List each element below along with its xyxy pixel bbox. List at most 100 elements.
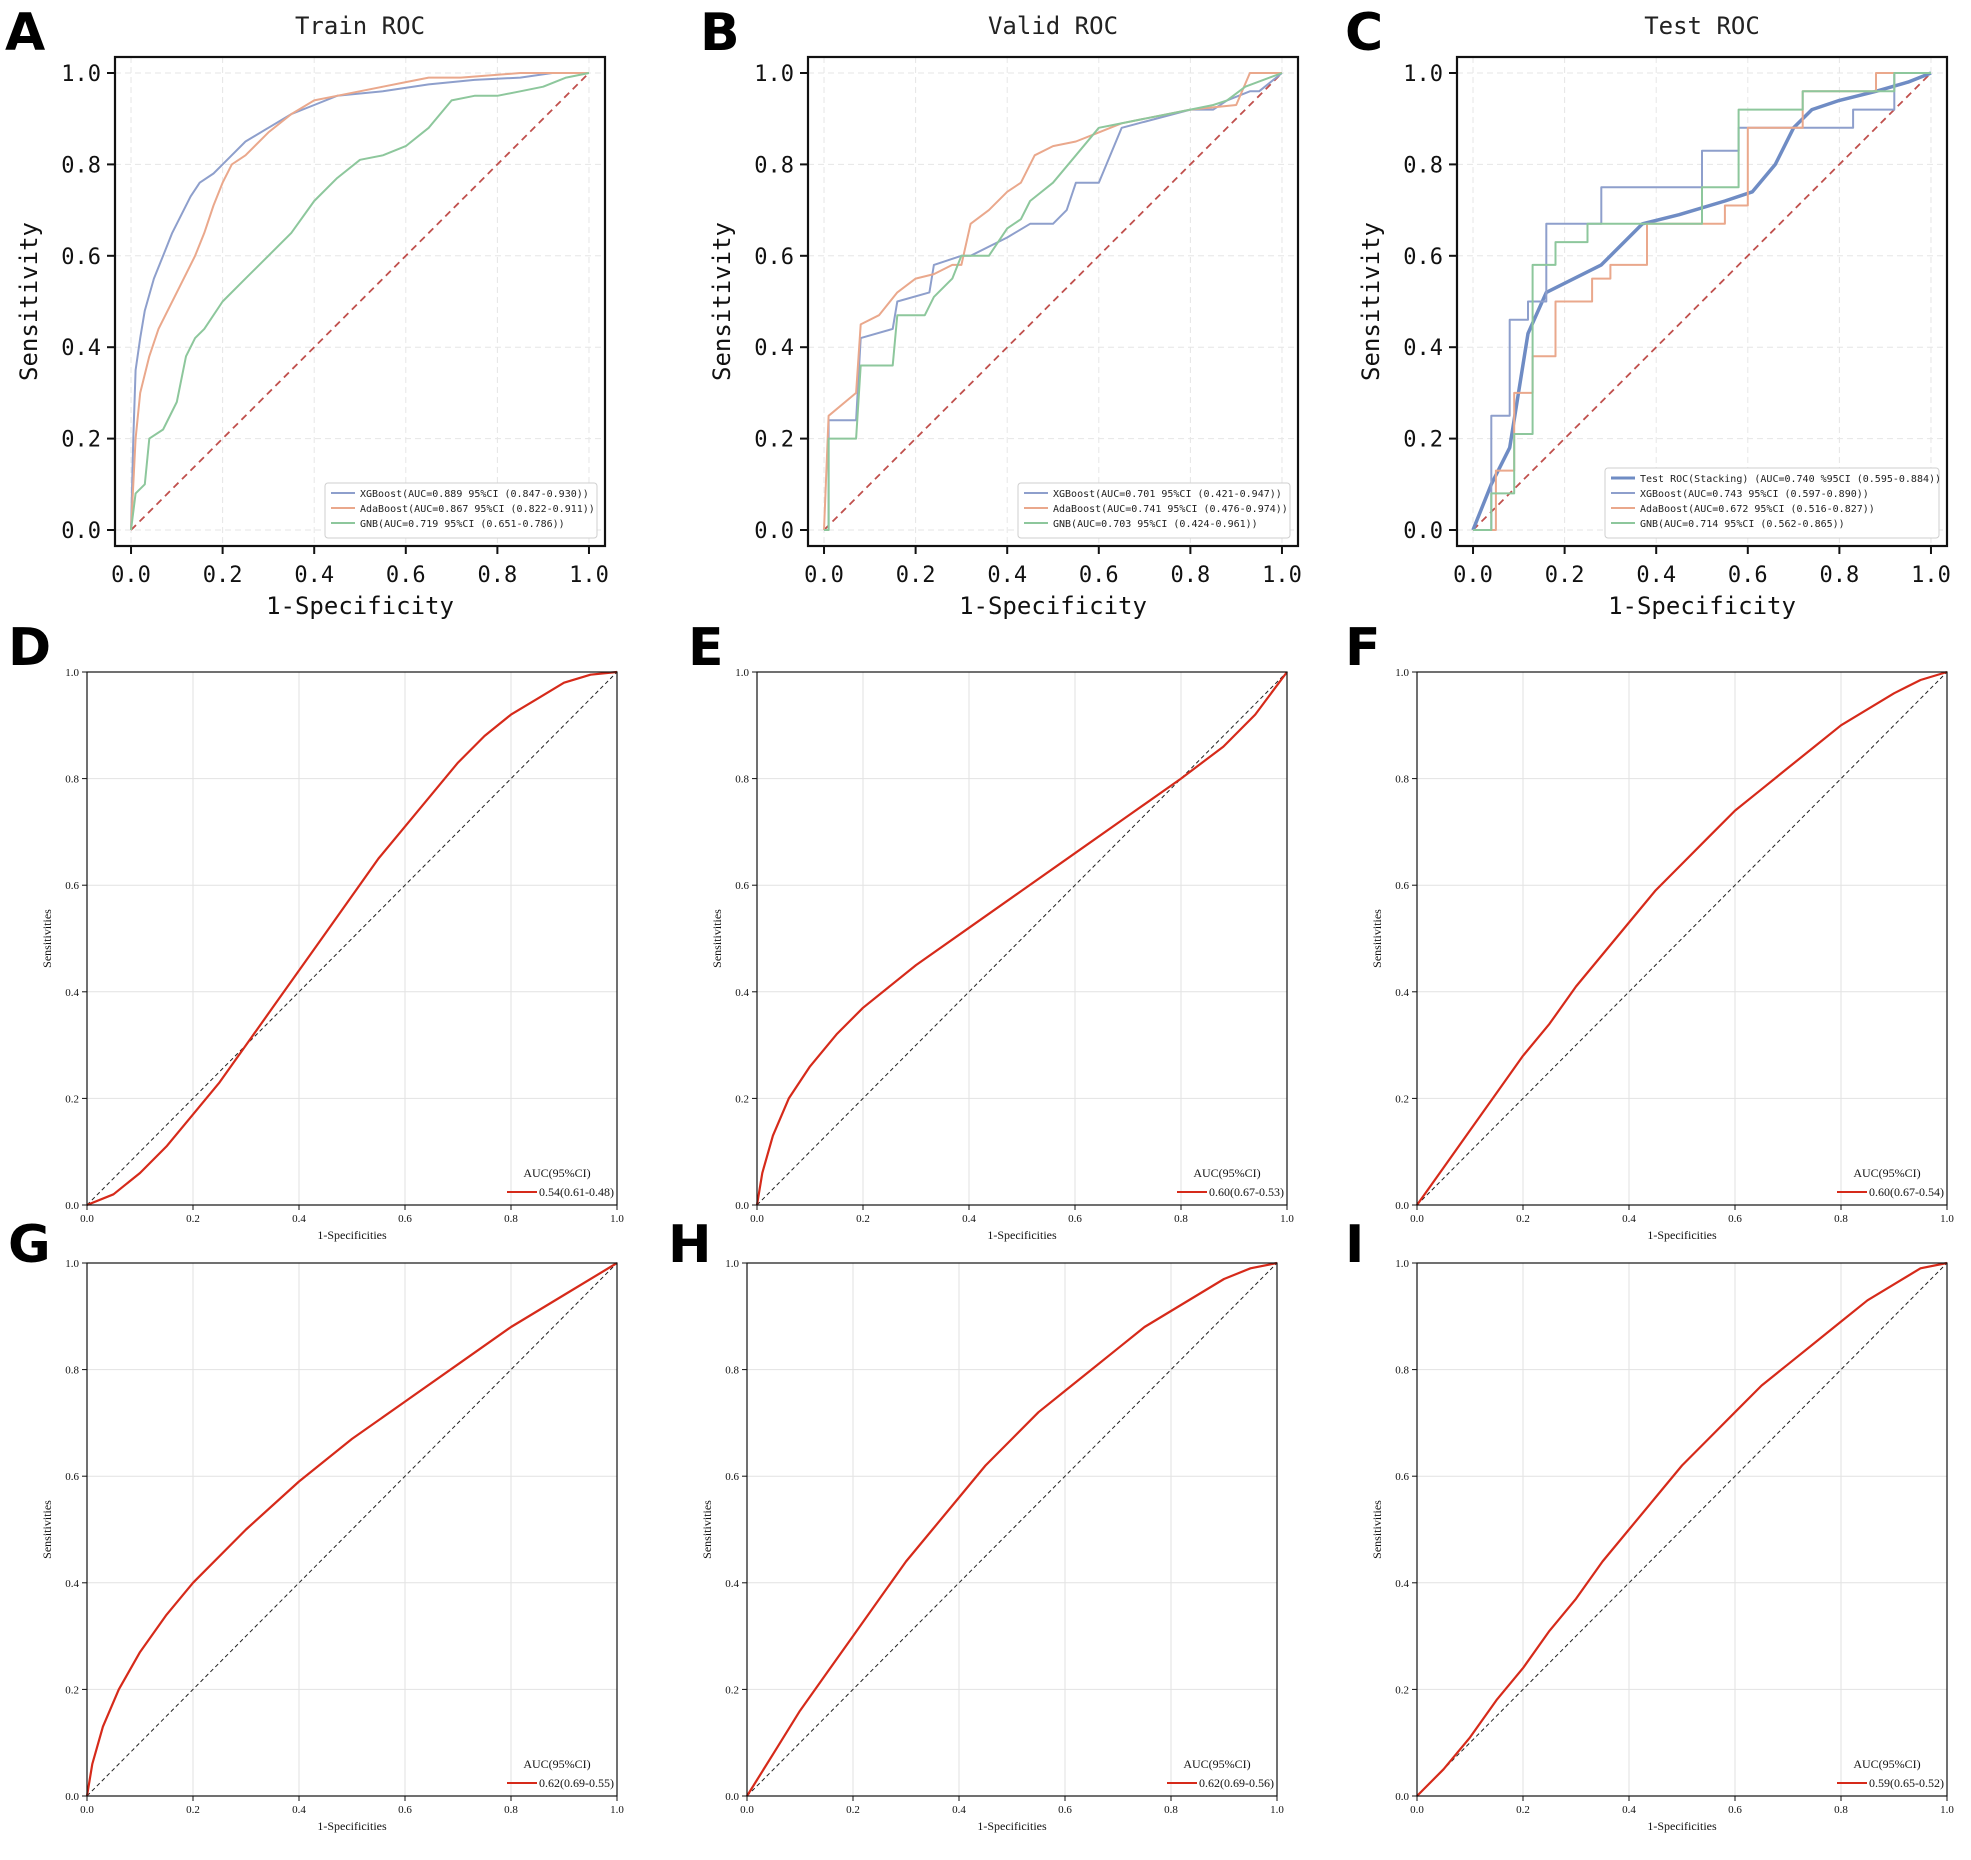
legend-entry: GNB(AUC=0.703 95%CI (0.424-0.961)) — [1053, 519, 1258, 530]
series-line-gnb — [1473, 72, 1931, 531]
y-tick-label: 1.0 — [1395, 1258, 1409, 1270]
y-tick-label: 0.0 — [735, 1200, 749, 1212]
panel-letter: A — [5, 3, 45, 63]
y-tick-label: 0.8 — [735, 774, 749, 786]
x-tick-label: 0.4 — [1636, 563, 1676, 588]
y-tick-label: 0.8 — [65, 1365, 79, 1377]
y-tick-label: 0.0 — [1395, 1200, 1409, 1212]
x-tick-label: 0.0 — [750, 1213, 764, 1225]
x-tick-label: 1.0 — [1262, 563, 1302, 588]
series-line-roc — [755, 671, 1288, 1206]
y-axis-label: Sensitivity — [1357, 222, 1385, 381]
legend-entry: AdaBoost(AUC=0.672 95%CI (0.516-0.827)) — [1640, 504, 1875, 515]
legend: AUC(95%CI) 0.54(0.61-0.48) — [507, 1166, 614, 1199]
y-tick-label: 0.2 — [1403, 428, 1443, 453]
y-tick-label: 0.4 — [65, 987, 79, 999]
x-tick-label: 0.2 — [856, 1213, 870, 1225]
x-tick-label: 0.0 — [111, 563, 151, 588]
x-tick-label: 0.6 — [398, 1804, 412, 1816]
y-tick-label: 0.8 — [754, 153, 794, 178]
legend: XGBoost(AUC=0.701 95%CI (0.421-0.947)) Ad… — [1017, 482, 1291, 539]
x-tick-label: 0.8 — [1820, 563, 1860, 588]
panel-letter: G — [8, 1215, 51, 1275]
y-tick-label: 1.0 — [754, 62, 794, 87]
legend-title: AUC(95%CI) — [523, 1166, 590, 1180]
legend-box — [1604, 467, 1940, 539]
y-tick-label: 0.8 — [1395, 774, 1409, 786]
series-line-gnb — [824, 72, 1283, 531]
legend-entry: 0.62(0.69-0.55) — [539, 1776, 614, 1790]
reference-diagonal — [130, 72, 590, 531]
reference-diagonal — [756, 671, 1288, 1206]
series-line-test-roc-stacking- — [1471, 71, 1932, 531]
y-tick-label: 1.0 — [65, 667, 79, 679]
x-tick-label: 0.0 — [80, 1213, 94, 1225]
panel-letter: F — [1345, 618, 1381, 678]
legend-entry: XGBoost(AUC=0.889 95%CI (0.847-0.930)) — [360, 489, 589, 500]
x-axis-label: 1-Specificities — [987, 1228, 1057, 1242]
legend-entry: 0.59(0.65-0.52) — [1869, 1776, 1944, 1790]
y-tick-label: 0.0 — [61, 519, 101, 544]
legend-title: AUC(95%CI) — [1853, 1166, 1920, 1180]
y-tick-label: 0.4 — [1395, 987, 1409, 999]
panel-letter: H — [668, 1215, 712, 1275]
x-tick-label: 0.6 — [1728, 563, 1768, 588]
panel-d: D 0.0 0.2 0.4 0.6 0.8 1.0 0.0 0.2 0.4 0.6 0.8 1.0 1-S… — [8, 618, 624, 1242]
axes-frame — [746, 1262, 1278, 1797]
y-tick-label: 0.2 — [61, 428, 101, 453]
y-tick-label: 0.4 — [725, 1578, 739, 1590]
legend-entry: XGBoost(AUC=0.743 95%CI (0.597-0.890)) — [1640, 489, 1869, 500]
x-tick-label: 0.6 — [1728, 1213, 1742, 1225]
series-line-roc — [746, 1261, 1278, 1797]
x-tick-label: 1.0 — [1280, 1213, 1294, 1225]
panel-f: F 0.0 0.2 0.4 0.6 0.8 1.0 0.0 0.2 0.4 0.6 0.8 1.0 1-S… — [1345, 618, 1954, 1242]
y-tick-label: 0.4 — [61, 336, 101, 361]
legend-title: AUC(95%CI) — [1193, 1166, 1260, 1180]
series-line-roc — [86, 670, 618, 1207]
series-line-xgboost — [130, 72, 589, 531]
reference-diagonal — [746, 1262, 1278, 1797]
x-tick-label: 0.4 — [962, 1213, 976, 1225]
x-tick-label: 0.0 — [1410, 1213, 1424, 1225]
legend-entry: XGBoost(AUC=0.701 95%CI (0.421-0.947)) — [1053, 489, 1282, 500]
x-tick-label: 0.0 — [740, 1804, 754, 1816]
y-tick-label: 1.0 — [65, 1258, 79, 1270]
y-tick-label: 0.2 — [754, 428, 794, 453]
x-tick-label: 0.0 — [80, 1804, 94, 1816]
x-tick-label: 0.4 — [952, 1804, 966, 1816]
panel-h: H 0.0 0.2 0.4 0.6 0.8 1.0 0.0 0.2 0.4 0.6 0.8 1.0 1-S… — [668, 1215, 1284, 1833]
y-axis-label: Sensitivities — [40, 1500, 54, 1559]
x-tick-label: 0.8 — [1171, 563, 1211, 588]
y-tick-label: 1.0 — [1395, 667, 1409, 679]
legend-title: AUC(95%CI) — [1183, 1757, 1250, 1771]
x-tick-label: 0.2 — [203, 563, 243, 588]
x-tick-label: 0.2 — [186, 1213, 200, 1225]
series-line-adaboost — [1473, 72, 1931, 531]
y-tick-label: 1.0 — [1403, 62, 1443, 87]
y-axis-label: Sensitivities — [40, 909, 54, 968]
x-axis-label: 1-Specificities — [317, 1228, 387, 1242]
legend-entry: GNB(AUC=0.714 95%CI (0.562-0.865)) — [1640, 519, 1845, 530]
panel-letter: B — [700, 3, 740, 63]
y-tick-label: 0.4 — [754, 336, 794, 361]
x-axis-label: 1-Specificity — [959, 592, 1147, 620]
reference-diagonal — [1416, 1262, 1948, 1797]
x-axis-label: 1-Specificities — [977, 1819, 1047, 1833]
x-axis-label: 1-Specificities — [1647, 1819, 1717, 1833]
x-tick-label: 0.0 — [804, 563, 844, 588]
axes-frame — [86, 1262, 618, 1797]
legend-box — [324, 482, 598, 539]
y-tick-label: 0.4 — [735, 987, 749, 999]
legend-title: AUC(95%CI) — [523, 1757, 590, 1771]
series-line-adaboost — [130, 72, 589, 531]
x-tick-label: 0.8 — [1174, 1213, 1188, 1225]
legend: AUC(95%CI) 0.62(0.69-0.56) — [1167, 1757, 1274, 1790]
panel-e: E 0.0 0.2 0.4 0.6 0.8 1.0 0.0 0.2 0.4 0.6 0.8 1.0 1-S… — [688, 618, 1294, 1242]
axes-frame — [113, 55, 607, 548]
x-tick-label: 1.0 — [1911, 563, 1951, 588]
y-tick-label: 0.0 — [65, 1200, 79, 1212]
grid — [808, 57, 1298, 546]
y-tick-label: 0.0 — [725, 1791, 739, 1803]
y-tick-label: 0.4 — [65, 1578, 79, 1590]
legend-entry: AdaBoost(AUC=0.741 95%CI (0.476-0.974)) — [1053, 504, 1288, 515]
